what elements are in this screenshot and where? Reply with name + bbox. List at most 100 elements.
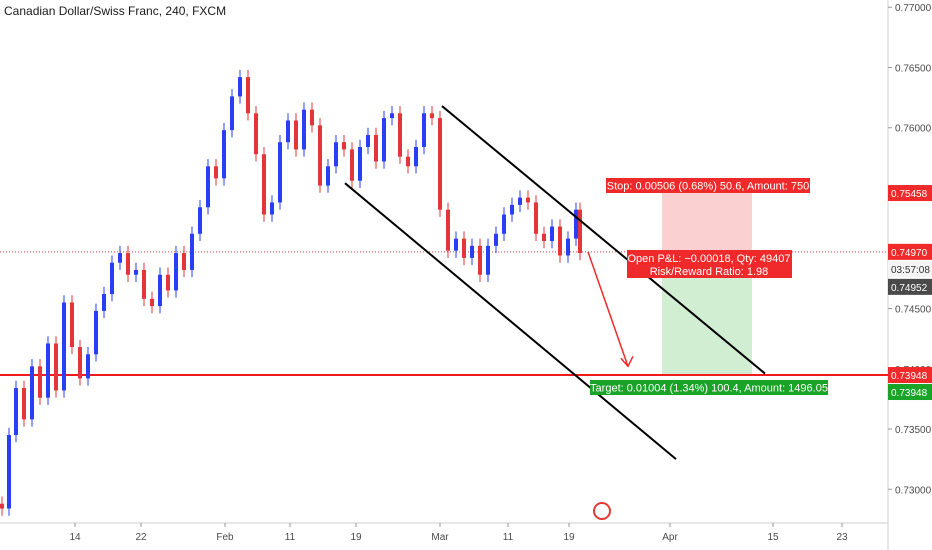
x-tick-label: 15	[767, 532, 779, 543]
rr-label: Risk/Reward Ratio: 1.98	[650, 266, 769, 278]
candle-body	[14, 388, 18, 436]
candle-body	[286, 120, 290, 143]
candle-body	[38, 366, 42, 398]
candle-body	[142, 269, 146, 299]
candle-body	[110, 262, 114, 295]
candle-body	[206, 166, 210, 208]
candle-body	[62, 302, 66, 391]
candle-body	[422, 113, 426, 148]
candle-body	[566, 238, 570, 256]
candle-body	[430, 113, 434, 119]
arrow-head	[620, 356, 634, 368]
candle-body	[446, 209, 450, 251]
price-tag-entry-bg	[888, 243, 932, 260]
candle-body	[270, 202, 274, 215]
candle-body	[94, 310, 98, 355]
candle-body	[278, 142, 282, 203]
candle-body	[398, 113, 402, 157]
candle-body	[390, 113, 394, 119]
candle-body	[542, 233, 546, 242]
chart-title: Canadian Dollar/Swiss Franc, 240, FXCM	[4, 4, 227, 18]
candle-body	[262, 154, 266, 215]
candle-body	[230, 96, 234, 131]
candle-body	[30, 366, 34, 420]
candle-body	[406, 156, 410, 167]
stop-zone	[662, 193, 752, 252]
candle-body	[134, 269, 138, 275]
candle-body	[558, 226, 562, 256]
candle-body	[462, 238, 466, 258]
candle-body	[334, 142, 338, 167]
candle-body	[294, 120, 298, 150]
candle-body	[0, 503, 4, 509]
channel-lower-line	[344, 182, 677, 460]
price-tag-target-green-bg	[888, 384, 932, 401]
candle-body	[126, 253, 130, 275]
candle-body	[214, 166, 218, 179]
y-tick-label: 0.73000	[895, 485, 932, 496]
candle-body	[374, 134, 378, 162]
target-label: Target: 0.01004 (1.34%) 100.4, Amount: 1…	[590, 383, 828, 395]
candle-body	[326, 166, 330, 186]
candle-body	[118, 253, 122, 263]
x-tick-label: 19	[350, 532, 362, 543]
price-tag-target: 0.73948	[891, 371, 928, 382]
candle-body	[358, 147, 362, 181]
candle-body	[166, 274, 170, 291]
candle-body	[574, 209, 578, 239]
candle-body	[7, 435, 11, 509]
candle-body	[318, 125, 322, 186]
candle-body	[454, 238, 458, 251]
y-tick-label: 0.74500	[895, 304, 932, 315]
x-tick-label: Mar	[431, 532, 449, 543]
candle-body	[578, 209, 582, 254]
candle-body	[150, 298, 154, 307]
pnl-box	[627, 250, 792, 278]
x-tick-label: Feb	[216, 532, 234, 543]
price-tag-stop: 0.75458	[891, 189, 928, 200]
price-tag-target-bg	[888, 367, 932, 384]
stop-label-bg	[606, 178, 810, 193]
candle-body	[222, 130, 226, 179]
candle-body	[382, 118, 386, 162]
countdown-label: 03:57:08	[891, 265, 930, 276]
candle-body	[526, 197, 530, 203]
countdown-bg	[888, 260, 932, 277]
candle-body	[238, 77, 242, 97]
candle-body	[486, 245, 490, 275]
candle-body	[198, 207, 202, 234]
y-tick-label: 0.77000	[895, 3, 932, 14]
x-tick-label: 23	[836, 532, 848, 543]
x-tick-label: Apr	[662, 532, 678, 543]
x-tick-label: 22	[135, 532, 147, 543]
candle-body	[502, 214, 506, 234]
candle-body	[414, 147, 418, 167]
candle-body	[174, 253, 178, 291]
projection-arrow	[587, 251, 629, 367]
candle-body	[254, 113, 258, 155]
candle-body	[46, 343, 50, 398]
candle-body	[190, 233, 194, 270]
candle-body	[518, 197, 522, 205]
candle-body	[102, 294, 106, 311]
price-tag-entry: 0.74970	[891, 248, 928, 259]
watermark-icon	[593, 502, 611, 520]
price-tag-last-bg	[888, 278, 932, 295]
x-tick-label: 11	[503, 532, 514, 543]
candle-body	[494, 233, 498, 246]
candle-body	[366, 134, 370, 148]
candle-body	[534, 202, 538, 234]
y-tick-label: 0.76500	[895, 63, 932, 74]
candle-body	[550, 226, 554, 242]
y-tick-label: 0.76000	[895, 124, 932, 135]
y-tick-label: 0.73500	[895, 425, 932, 436]
candle-body	[22, 388, 26, 420]
candle-body	[478, 245, 482, 275]
price-tag-target-green: 0.73948	[891, 388, 928, 399]
price-tag-last: 0.74952	[891, 283, 928, 294]
candle-body	[246, 77, 250, 114]
candle-body	[350, 149, 354, 181]
x-tick-label: 19	[563, 532, 575, 543]
